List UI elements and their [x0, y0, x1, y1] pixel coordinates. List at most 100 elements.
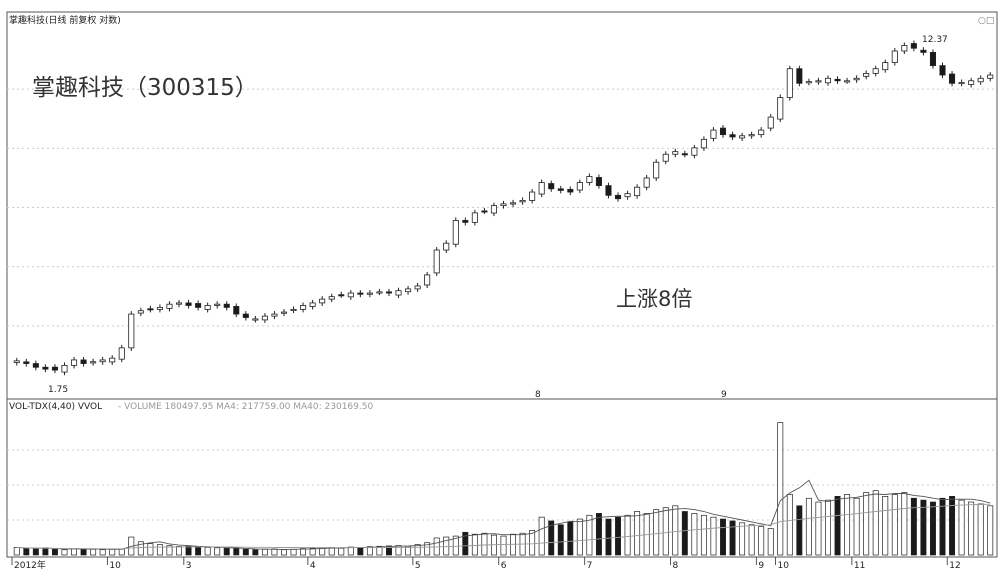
volume-bar	[80, 548, 87, 556]
candle	[395, 287, 402, 299]
candle-body	[510, 202, 517, 205]
candle-body	[624, 193, 631, 198]
volume-bar	[242, 548, 249, 556]
volume-bar	[195, 546, 202, 556]
candle	[824, 75, 832, 86]
volume-bar	[471, 533, 478, 556]
x-axis-labels: 2012年 10 3 4 5 6 7 8 9 10 11 12	[11, 557, 961, 571]
candle	[595, 174, 602, 189]
candle	[786, 65, 793, 101]
corner-icons[interactable]: ○□	[978, 16, 994, 26]
candle	[949, 71, 956, 87]
candle-body	[557, 188, 564, 191]
candle	[109, 355, 116, 365]
candle	[338, 291, 345, 298]
stock-name-label: 掌趣科技（300315）	[32, 75, 258, 101]
candle	[319, 296, 326, 306]
candle-body	[13, 360, 20, 363]
candle-body	[748, 134, 755, 137]
candle	[471, 209, 478, 226]
candle-body	[118, 347, 125, 360]
candle-body	[739, 135, 746, 139]
candle-body	[280, 311, 288, 314]
marker-b: 9	[721, 390, 727, 400]
candle-body	[71, 359, 78, 366]
candle-body	[175, 302, 183, 305]
candle	[910, 40, 917, 52]
candle-body	[987, 74, 994, 79]
candle-body	[691, 147, 698, 156]
candle-series	[13, 40, 994, 376]
candle	[185, 299, 192, 309]
candle-body	[490, 205, 497, 214]
candle-body	[195, 303, 202, 308]
candle	[80, 356, 87, 367]
candle	[729, 131, 736, 140]
volume-bar	[739, 522, 746, 556]
candle-body	[672, 151, 679, 155]
candle	[309, 299, 316, 310]
candle	[242, 311, 249, 321]
candle-body	[51, 366, 58, 371]
candle	[166, 301, 173, 312]
volume-bar	[882, 496, 889, 556]
volume-bar	[825, 499, 831, 556]
volume-bar	[500, 535, 507, 556]
candle	[853, 75, 860, 83]
candle-body	[156, 307, 163, 310]
volume-bar	[366, 546, 373, 556]
volume-header-label: VOL-TDX(4,40) VVOL	[9, 402, 102, 412]
candle	[156, 304, 163, 313]
candle	[844, 77, 851, 84]
volume-bar	[786, 494, 793, 556]
candle	[443, 240, 450, 254]
candle	[376, 288, 383, 296]
candle	[223, 301, 230, 311]
candle	[672, 148, 679, 158]
volume-bar	[176, 546, 182, 556]
candle	[624, 190, 631, 200]
candle	[968, 77, 975, 88]
volume-bar	[147, 543, 154, 556]
volume-bar	[13, 547, 20, 556]
candle	[653, 159, 660, 181]
candle-body	[882, 62, 889, 71]
x-tick-label: 10	[109, 561, 121, 571]
candle	[233, 303, 240, 318]
volume-bar	[805, 497, 812, 556]
candle-body	[328, 296, 335, 300]
candle	[424, 271, 431, 289]
x-tick-label: 10	[777, 561, 789, 571]
candle	[681, 150, 688, 158]
candle-body	[61, 364, 68, 373]
candle-body	[471, 212, 478, 223]
candle	[32, 360, 39, 371]
volume-bar	[51, 548, 58, 556]
x-tick-label: 2012年	[14, 559, 46, 571]
volume-bar	[214, 547, 221, 556]
x-tick-label: 6	[501, 561, 507, 571]
candle	[987, 72, 994, 82]
volume-bar	[118, 548, 125, 556]
candle	[548, 180, 555, 192]
candle	[137, 307, 144, 317]
candle	[643, 174, 650, 191]
volume-bar	[538, 516, 545, 556]
candle	[872, 65, 879, 77]
volume-bar	[853, 497, 860, 556]
volume-bar	[662, 507, 669, 556]
candle-body	[252, 318, 259, 321]
candle-body	[767, 116, 774, 129]
candle	[529, 189, 536, 204]
candle	[414, 283, 421, 292]
volume-bar	[720, 518, 726, 556]
volume-bar	[872, 490, 879, 556]
candle-body	[614, 194, 622, 200]
candle-body	[99, 359, 106, 363]
candle	[118, 344, 125, 363]
candle-body	[710, 129, 717, 139]
candle	[777, 94, 784, 123]
volume-bar	[281, 549, 287, 556]
low-price-label: 1.75	[48, 385, 68, 395]
